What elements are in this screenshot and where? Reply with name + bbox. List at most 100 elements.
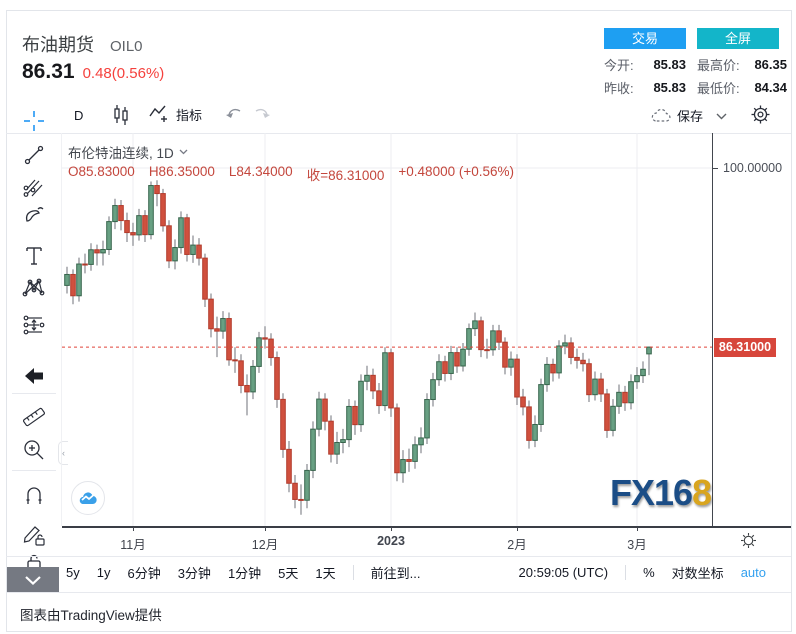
- time-axis-label: 11月: [120, 538, 146, 552]
- sidebar-collapse-handle[interactable]: ‹: [58, 441, 68, 465]
- text-icon: [26, 247, 42, 265]
- chevron-down-icon: [25, 575, 41, 585]
- price-change: 0.48(0.56%): [82, 65, 165, 82]
- zoom-in-icon: [24, 440, 44, 460]
- range-button-1分钟[interactable]: 1分钟: [227, 565, 262, 581]
- range-button-1y[interactable]: 1y: [96, 564, 111, 580]
- brush-tool[interactable]: [14, 201, 54, 231]
- gann-fib-tool[interactable]: [14, 172, 54, 202]
- time-axis-tick: [133, 527, 134, 531]
- indicators-button[interactable]: 指标: [148, 103, 202, 125]
- magnet-icon: [26, 487, 42, 504]
- chevron-down-icon: [716, 113, 727, 120]
- pencil-lock-icon: [23, 526, 45, 546]
- time-axis-labels[interactable]: 11月 12月 2023 2月 3月: [62, 527, 712, 552]
- goto-button[interactable]: 前往到...: [370, 565, 421, 581]
- gear-icon: [751, 105, 770, 124]
- crosshair-icon: [24, 111, 44, 131]
- interval-button[interactable]: D: [74, 108, 84, 123]
- cloud-chart-logo-icon: [79, 492, 97, 504]
- xabcd-pattern-tool[interactable]: [14, 274, 54, 304]
- auto-scale-button[interactable]: auto: [740, 564, 766, 580]
- stat-prev-close: 昨收: 85.83: [604, 76, 686, 99]
- crosshair-tool[interactable]: [14, 106, 54, 136]
- fx168-gold-digit: 8: [692, 472, 712, 513]
- time-axis-line[interactable]: [62, 526, 791, 528]
- axis-settings-button[interactable]: [740, 532, 757, 549]
- stat-low-value: 84.34: [754, 80, 787, 95]
- stat-high: 最高价: 86.35: [697, 53, 787, 76]
- range-button-5y[interactable]: 5y: [66, 564, 80, 580]
- arrow-left-icon: [25, 368, 43, 384]
- time-axis-label: 2月: [507, 538, 527, 552]
- trade-button[interactable]: 交易: [604, 28, 686, 49]
- gann-fib-icon: [23, 179, 43, 197]
- position-tool[interactable]: [14, 310, 54, 340]
- lock-drawings-tool[interactable]: [14, 520, 54, 550]
- price-row: 86.31 0.48(0.56%): [22, 60, 164, 84]
- back-arrow-tool[interactable]: [14, 361, 54, 391]
- legend-open: O85.83000: [68, 164, 135, 179]
- redo-icon: [255, 108, 270, 118]
- cloud-icon: [651, 108, 671, 122]
- redo-button[interactable]: [252, 106, 270, 120]
- time-axis-label: 12月: [251, 538, 279, 552]
- time-axis-label: 2023: [377, 534, 405, 548]
- save-menu-button[interactable]: [716, 113, 727, 120]
- chart-left-border: [61, 133, 62, 526]
- legend-low: L84.34000: [228, 164, 293, 179]
- range-button-5天[interactable]: 5天: [278, 565, 299, 581]
- text-tool[interactable]: [14, 241, 54, 271]
- undo-button[interactable]: [226, 106, 244, 120]
- credit-divider: [6, 592, 791, 593]
- ruler-icon: [22, 407, 46, 427]
- sidebar-divider: [12, 470, 56, 471]
- time-axis-tick: [637, 527, 638, 531]
- range-buttons-slot: 5y 1y 6分钟 3分钟 1分钟 5天 1天: [66, 563, 336, 582]
- separator: [625, 564, 627, 580]
- trend-line-tool[interactable]: [14, 140, 54, 170]
- candlestick-svg[interactable]: [62, 133, 712, 526]
- sidebar-scroll-down-button[interactable]: [7, 567, 59, 593]
- series-title: 布伦特油连续, 1D: [68, 146, 174, 161]
- zoom-in-tool[interactable]: [14, 435, 54, 465]
- tradingview-credit[interactable]: 图表由TradingView提供: [20, 608, 162, 623]
- percent-scale-button[interactable]: %: [643, 564, 655, 580]
- ohlc-legend: O85.83000 H86.35000 L84.34000 收=86.31000…: [68, 164, 514, 184]
- stat-open-value: 85.83: [653, 57, 686, 72]
- chart-snapshot-button[interactable]: [71, 481, 105, 515]
- gear-icon: [741, 533, 756, 548]
- instrument-name: 布油期货: [22, 35, 94, 55]
- range-button-6分钟[interactable]: 6分钟: [127, 565, 161, 581]
- log-scale-button[interactable]: 对数坐标: [671, 565, 724, 581]
- indicator-icon: [149, 105, 167, 122]
- fx168-text: FX16: [610, 472, 693, 513]
- stats-left-col: 今开: 85.83 昨收: 85.83: [604, 53, 686, 99]
- legend-high: H86.35000: [148, 164, 215, 179]
- legend-change: +0.48000 (+0.56%): [398, 164, 514, 179]
- save-button[interactable]: 保存: [650, 106, 703, 125]
- sidebar-divider: [12, 393, 56, 394]
- price-axis-line[interactable]: [712, 133, 713, 527]
- time-axis-tick: [391, 527, 392, 531]
- trend-line-icon: [24, 145, 44, 165]
- bottom-bar-divider: [6, 556, 791, 557]
- magnet-tool[interactable]: [14, 481, 54, 511]
- candlestick-style-icon: [114, 105, 128, 125]
- chart-style-button[interactable]: [112, 104, 130, 126]
- fullscreen-button[interactable]: 全屏: [697, 28, 779, 49]
- range-button-1天[interactable]: 1天: [315, 565, 336, 581]
- settings-button[interactable]: [750, 104, 771, 125]
- toolbar-divider: [6, 133, 791, 134]
- clock[interactable]: 20:59:05 (UTC): [518, 564, 609, 580]
- series-legend[interactable]: 布伦特油连续, 1D: [68, 142, 188, 162]
- time-axis-label: 3月: [627, 538, 647, 552]
- save-label: 保存: [677, 109, 704, 124]
- bottom-toolbar: 5y 1y 6分钟 3分钟 1分钟 5天 1天 前往到... 20:59:05 (UTC) …: [66, 559, 766, 585]
- indicators-label: 指标: [176, 107, 203, 123]
- measure-tool[interactable]: [14, 402, 54, 432]
- axis-options-group: 20:59:05 (UTC) % 对数坐标 auto: [519, 563, 766, 582]
- range-button-3分钟[interactable]: 3分钟: [177, 565, 211, 581]
- range-group: 5y 1y 6分钟 3分钟 1分钟 5天 1天 前往到...: [66, 563, 420, 582]
